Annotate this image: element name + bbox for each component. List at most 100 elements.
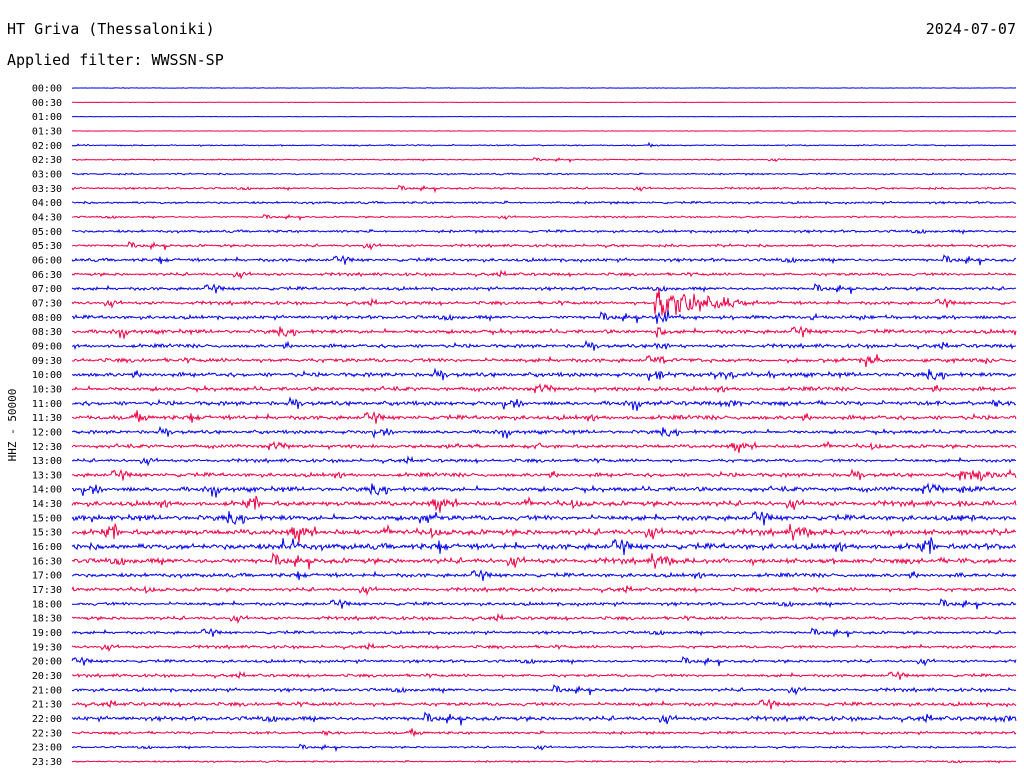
- trace-line: [71, 612, 1017, 625]
- trace-line: [71, 641, 1016, 653]
- time-tick-label: 08:30: [32, 327, 62, 338]
- time-ticks: 00:00 00:30 01:00 01:30 02:00 02:30 03:00 03:30…: [32, 84, 62, 769]
- trace-line: [71, 213, 1017, 222]
- trace-line: [71, 367, 1017, 381]
- trace-line: [71, 684, 1017, 696]
- trace-line: [71, 184, 1017, 194]
- time-tick-label: 06:30: [32, 270, 62, 281]
- time-tick-label: 19:00: [32, 628, 62, 639]
- time-tick-label: 10:00: [32, 370, 62, 381]
- trace-line: [71, 510, 1017, 526]
- time-tick-label: 14:00: [32, 485, 62, 496]
- time-tick-label: 07:00: [32, 284, 62, 295]
- trace-line: [71, 240, 1016, 251]
- trace-line: [72, 157, 1017, 164]
- time-tick-label: 23:30: [32, 757, 62, 768]
- time-tick-label: 03:30: [32, 184, 62, 195]
- trace-line: [71, 325, 1017, 339]
- trace-line: [71, 115, 1017, 118]
- trace-line: [71, 172, 1016, 176]
- time-tick-label: 18:30: [32, 614, 62, 625]
- time-tick-label: 05:00: [32, 227, 62, 238]
- time-tick-label: 03:00: [32, 169, 62, 180]
- time-tick-label: 20:30: [32, 671, 62, 682]
- y-axis-label: HHZ - 50000: [6, 389, 19, 462]
- trace-line: [71, 383, 1017, 394]
- trace-line: [71, 395, 1017, 411]
- time-tick-label: 06:00: [32, 255, 62, 266]
- trace-line: [71, 468, 1017, 482]
- trace-line: [71, 354, 1017, 368]
- station-title: HT Griva (Thessaloniki): [7, 20, 215, 38]
- time-tick-label: 13:00: [32, 456, 62, 467]
- trace-line: [71, 455, 1017, 467]
- time-tick-label: 02:30: [32, 155, 62, 166]
- trace-line: [71, 339, 1017, 351]
- time-tick-label: 01:30: [32, 126, 62, 137]
- time-tick-label: 21:00: [32, 685, 62, 696]
- trace-line: [71, 228, 1017, 235]
- time-tick-label: 16:30: [32, 556, 62, 567]
- trace-line: [71, 743, 1017, 753]
- trace-line: [71, 759, 1017, 764]
- trace-line: [71, 598, 1017, 610]
- time-tick-label: 09:00: [32, 341, 62, 352]
- trace-line: [72, 482, 1017, 498]
- trace-line: [71, 410, 1017, 424]
- time-tick-label: 17:30: [32, 585, 62, 596]
- time-tick-label: 21:30: [32, 700, 62, 711]
- time-tick-label: 08:00: [32, 313, 62, 324]
- time-tick-label: 10:30: [32, 384, 62, 395]
- time-tick-label: 23:00: [32, 743, 62, 754]
- trace-line: [71, 728, 1017, 738]
- time-tick-label: 16:00: [32, 542, 62, 553]
- time-tick-label: 12:30: [32, 442, 62, 453]
- trace-line: [71, 569, 1017, 581]
- trace-line: [71, 523, 1017, 543]
- time-tick-label: 17:00: [32, 571, 62, 582]
- trace-line: [71, 130, 1016, 132]
- trace-line: [71, 425, 1017, 440]
- time-tick-label: 02:00: [32, 141, 62, 152]
- time-tick-label: 20:00: [32, 657, 62, 668]
- time-tick-label: 05:30: [32, 241, 62, 252]
- trace-line: [71, 101, 1017, 104]
- trace-line: [71, 87, 1017, 89]
- trace-line: [71, 711, 1017, 726]
- trace-line: [71, 200, 1017, 206]
- trace-line: [71, 283, 1017, 294]
- time-tick-label: 15:00: [32, 513, 62, 524]
- time-tick-label: 09:30: [32, 356, 62, 367]
- time-tick-label: 13:30: [32, 470, 62, 481]
- time-tick-label: 04:00: [32, 198, 62, 209]
- trace-line: [72, 309, 1017, 324]
- time-tick-label: 11:00: [32, 399, 62, 410]
- trace-line: [71, 585, 1017, 596]
- date-label: 2024-07-07: [925, 20, 1016, 38]
- trace-line: [71, 254, 1017, 266]
- time-tick-label: 18:00: [32, 599, 62, 610]
- time-tick-label: 00:30: [32, 98, 62, 109]
- trace-line: [71, 440, 1017, 454]
- time-tick-label: 14:30: [32, 499, 62, 510]
- trace-line: [71, 141, 1017, 148]
- time-tick-label: 12:00: [32, 427, 62, 438]
- trace-line: [71, 627, 1017, 638]
- time-tick-label: 22:00: [32, 714, 62, 725]
- trace-line: [71, 288, 1017, 317]
- trace-line: [71, 537, 1017, 556]
- traces: [71, 87, 1017, 764]
- time-tick-label: 22:30: [32, 728, 62, 739]
- time-tick-label: 15:30: [32, 528, 62, 539]
- time-tick-label: 19:30: [32, 642, 62, 653]
- filter-label: Applied filter: WWSSN-SP: [7, 51, 224, 69]
- time-tick-label: 01:00: [32, 112, 62, 123]
- trace-line: [71, 269, 1017, 280]
- trace-line: [71, 656, 1017, 667]
- time-tick-label: 00:00: [32, 84, 62, 95]
- trace-line: [71, 495, 1017, 513]
- trace-line: [71, 698, 1017, 710]
- time-tick-label: 11:30: [32, 413, 62, 424]
- time-tick-label: 04:30: [32, 212, 62, 223]
